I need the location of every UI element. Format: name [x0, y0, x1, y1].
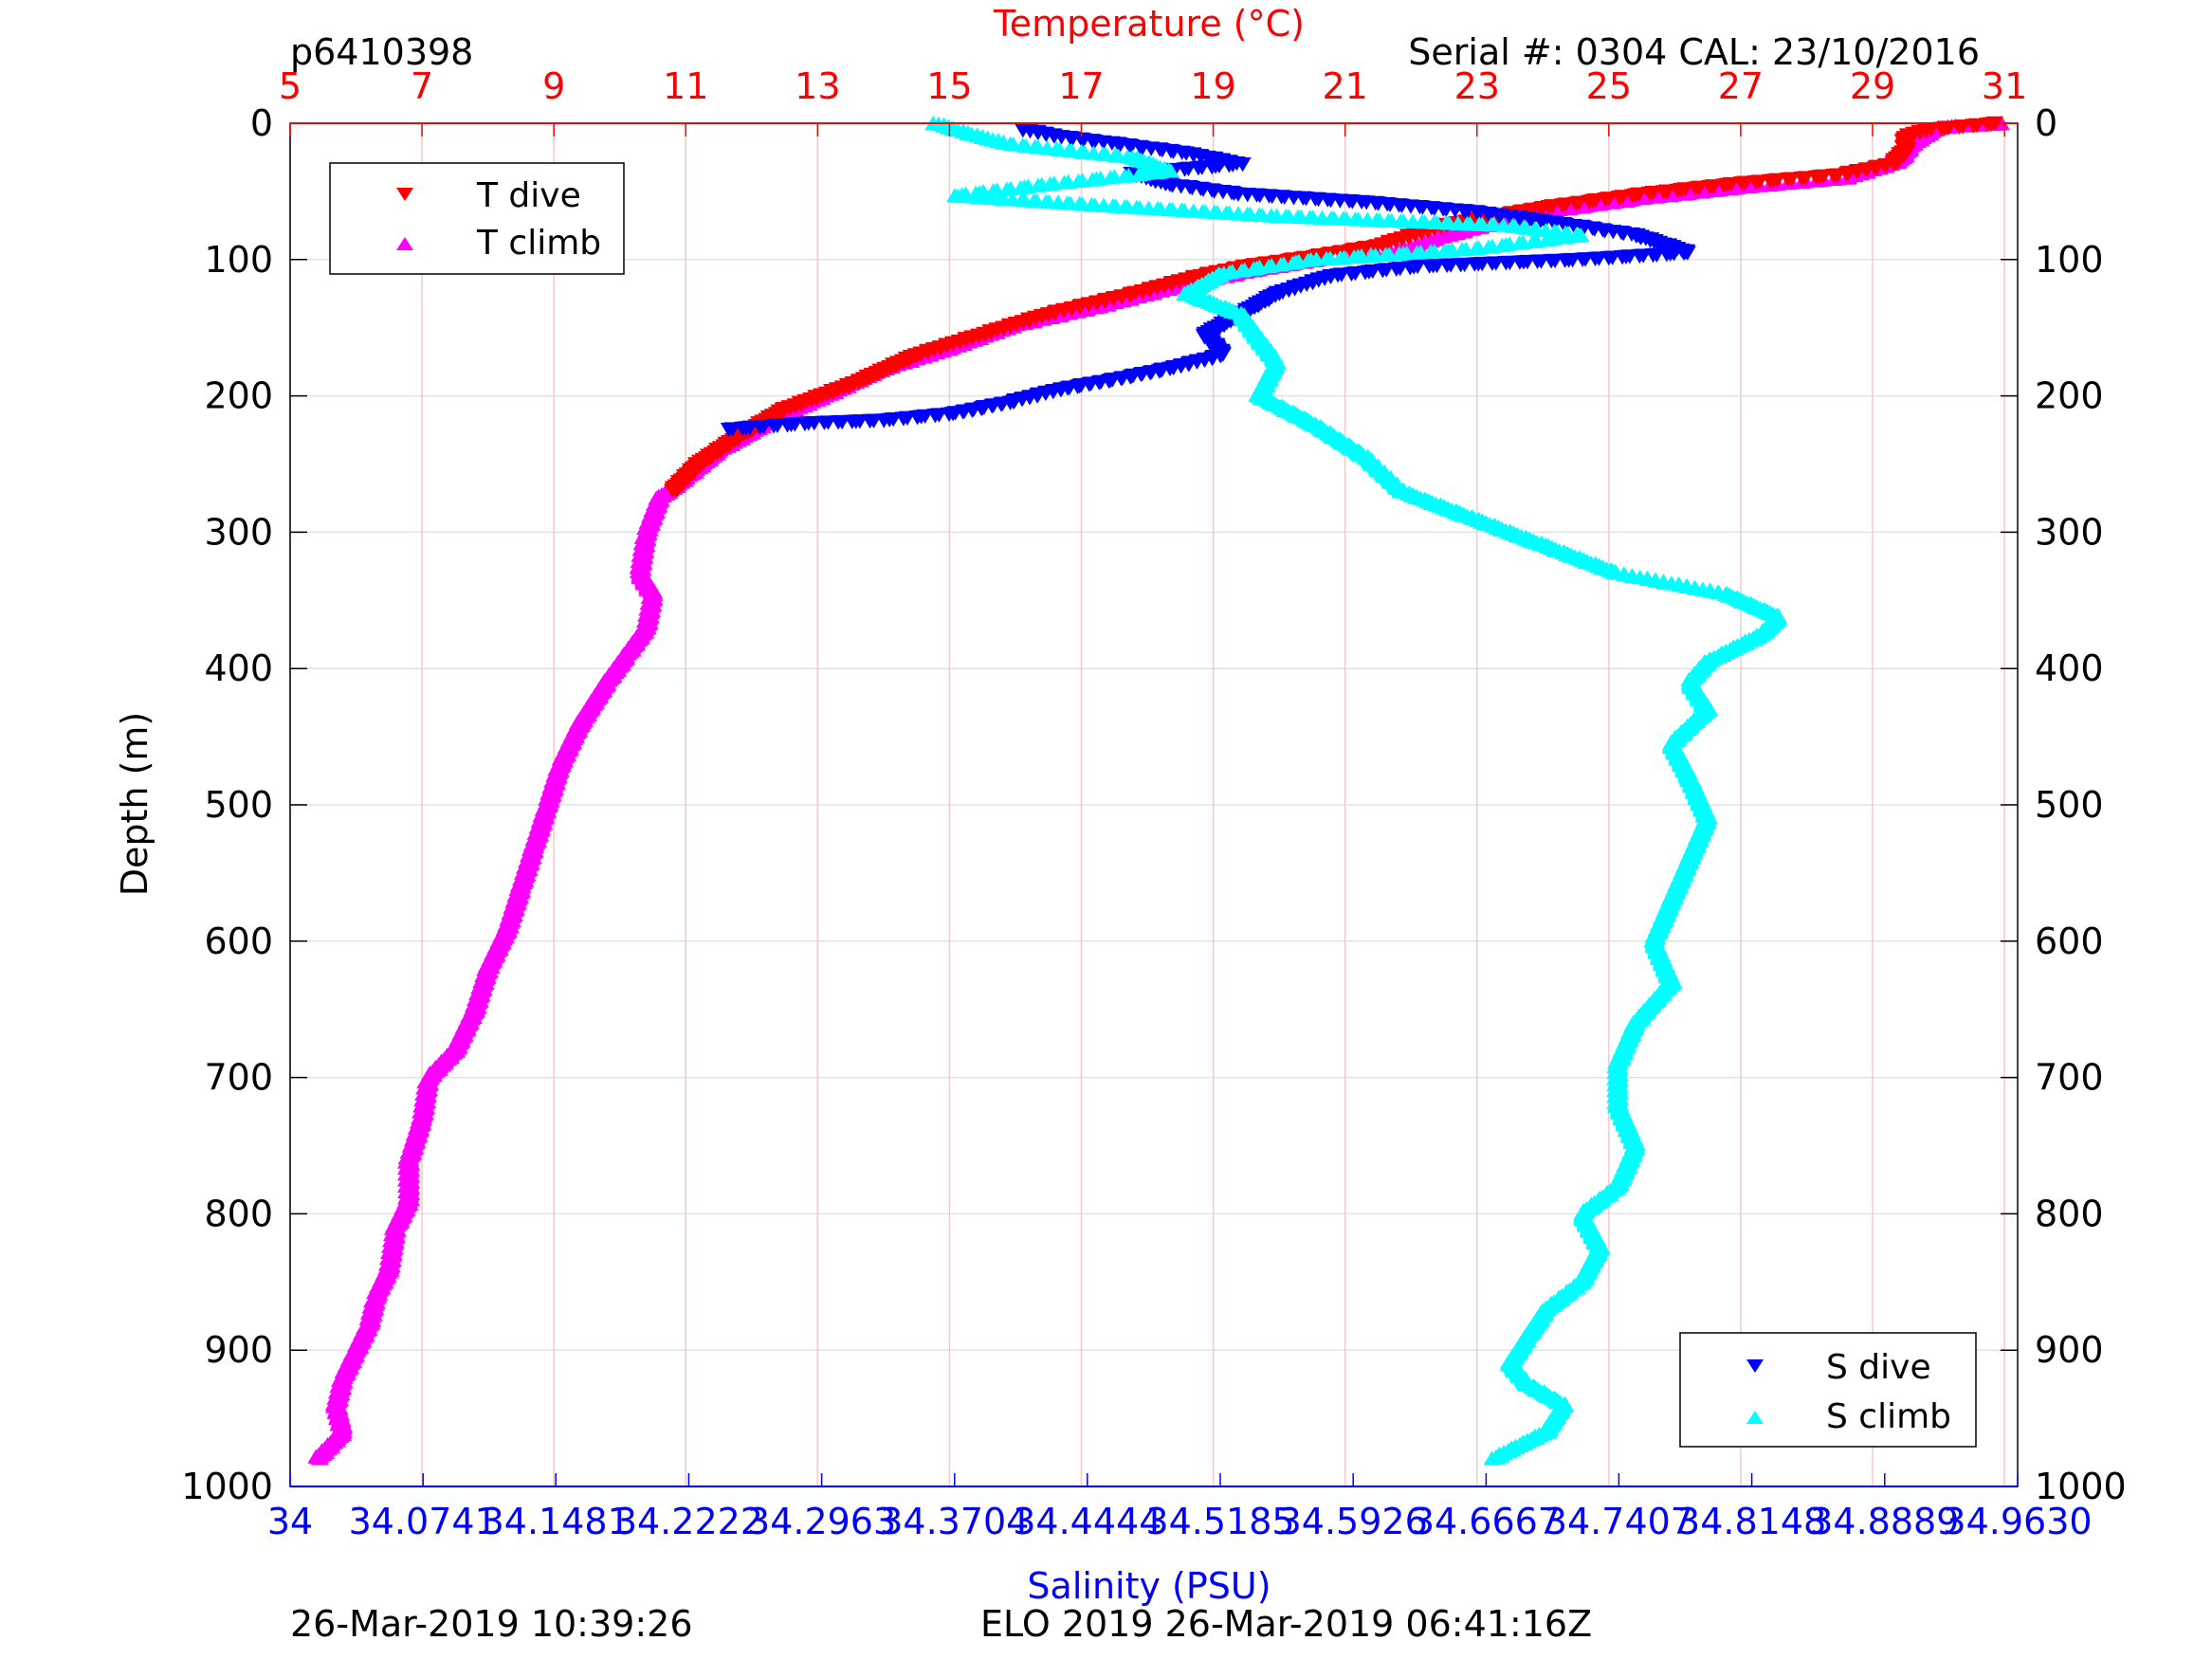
data-point — [1739, 178, 1757, 194]
depth-tick-label-left: 700 — [204, 1057, 273, 1099]
salinity-tick-label: 34.4444 — [1013, 1501, 1161, 1542]
legend-t-climb-marker — [396, 237, 413, 250]
depth-tick-label-left: 900 — [204, 1329, 273, 1371]
legend-salinity: S dive S climb — [1679, 1332, 1977, 1448]
salinity-axis-label: Salinity (PSU) — [1027, 1565, 1271, 1607]
depth-tick-label-left: 300 — [204, 511, 273, 553]
footer-timestamp: 26-Mar-2019 10:39:26 — [290, 1603, 693, 1645]
depth-tick-label-right: 800 — [2035, 1193, 2104, 1234]
depth-tick-label-left: 400 — [204, 647, 273, 689]
legend-t-dive-label: T dive — [476, 176, 581, 215]
data-point — [720, 422, 738, 438]
depth-tick-label-left: 500 — [204, 784, 273, 826]
salinity-tick-label: 34.8889 — [1810, 1501, 1959, 1542]
data-point — [664, 483, 682, 499]
serial-cal-label: Serial #: 0304 CAL: 23/10/2016 — [1408, 31, 1980, 73]
profile-id: p6410398 — [290, 31, 473, 73]
depth-tick-label-left: 0 — [250, 102, 273, 144]
depth-tick-label-right: 600 — [2035, 921, 2104, 962]
temperature-axis-label: Temperature (°C) — [993, 3, 1305, 45]
series-s-climb — [924, 115, 1788, 1466]
depth-tick-label-right: 200 — [2035, 375, 2104, 417]
temperature-tick-label: 15 — [926, 65, 972, 107]
series-layer — [307, 115, 2010, 1466]
temperature-tick-label: 23 — [1454, 65, 1500, 107]
depth-tick-label-left: 600 — [204, 921, 273, 962]
salinity-tick-label: 34.5926 — [1279, 1501, 1428, 1542]
temperature-tick-label: 9 — [542, 65, 565, 107]
data-point — [1420, 259, 1438, 274]
legend-salinity-box — [1679, 1332, 1977, 1448]
salinity-tick-label: 34.2963 — [747, 1501, 896, 1542]
depth-tick-label-left: 200 — [204, 375, 273, 417]
axis-ticks: 0 0 100 100 200 200 300 300 400 400 500 500 600 600 70… — [181, 65, 2126, 1542]
depth-tick-label-right: 500 — [2035, 784, 2104, 826]
temperature-tick-label: 31 — [1982, 65, 2027, 107]
legend-temperature: T dive T climb — [329, 162, 625, 275]
depth-tick-label-right: 700 — [2035, 1057, 2104, 1099]
legend-s-dive-label: S dive — [1826, 1348, 1931, 1387]
footer-mission-label: ELO 2019 26-Mar-2019 06:41:16Z — [980, 1603, 1592, 1645]
legend-s-climb-label: S climb — [1826, 1397, 1951, 1436]
data-point — [311, 1450, 329, 1466]
temperature-tick-label: 13 — [795, 65, 840, 107]
salinity-tick-label: 34.8148 — [1677, 1501, 1826, 1542]
salinity-tick-label: 34.2222 — [614, 1501, 763, 1542]
depth-axis-label: Depth (m) — [114, 712, 155, 897]
depth-tick-label-left: 100 — [204, 239, 273, 281]
data-point — [1708, 182, 1726, 197]
temperature-tick-label: 5 — [279, 65, 302, 107]
temperature-tick-label: 25 — [1586, 65, 1632, 107]
salinity-tick-label: 34.3704 — [880, 1501, 1029, 1542]
temperature-tick-label: 11 — [663, 65, 708, 107]
data-point — [1693, 184, 1711, 199]
temperature-tick-label: 29 — [1850, 65, 1895, 107]
legend-s-dive-marker — [1746, 1359, 1764, 1373]
salinity-tick-label: 34.9630 — [1943, 1501, 2092, 1542]
salinity-tick-label: 34 — [267, 1501, 313, 1542]
temperature-tick-label: 21 — [1322, 65, 1367, 107]
depth-tick-label-left: 1000 — [181, 1466, 273, 1507]
depth-tick-label-right: 900 — [2035, 1329, 2104, 1371]
data-point — [1483, 1450, 1501, 1466]
salinity-tick-label: 34.6667 — [1412, 1501, 1561, 1542]
depth-tick-label-right: 100 — [2035, 239, 2104, 281]
data-point — [1661, 187, 1679, 203]
salinity-tick-label: 34.0741 — [349, 1501, 498, 1542]
series-t-climb — [307, 115, 2010, 1466]
temperature-tick-label: 7 — [411, 65, 433, 107]
salinity-tick-label: 34.1481 — [482, 1501, 631, 1542]
legend-temperature-box — [329, 162, 625, 275]
salinity-tick-label: 34.5185 — [1145, 1501, 1294, 1542]
temperature-tick-label: 27 — [1718, 65, 1764, 107]
depth-tick-label-right: 300 — [2035, 511, 2104, 553]
depth-tick-label-right: 400 — [2035, 647, 2104, 689]
temperature-tick-label: 17 — [1058, 65, 1104, 107]
salinity-tick-label: 34.7407 — [1545, 1501, 1693, 1542]
depth-tick-label-left: 800 — [204, 1193, 273, 1234]
depth-tick-label-right: 0 — [2035, 102, 2057, 144]
depth-tick-label-right: 1000 — [2035, 1466, 2127, 1507]
legend-t-climb-label: T climb — [476, 224, 601, 263]
data-point — [1647, 189, 1665, 204]
legend-s-climb-marker — [1746, 1411, 1764, 1424]
legend-t-dive-marker — [396, 188, 413, 201]
temperature-tick-label: 19 — [1190, 65, 1235, 107]
